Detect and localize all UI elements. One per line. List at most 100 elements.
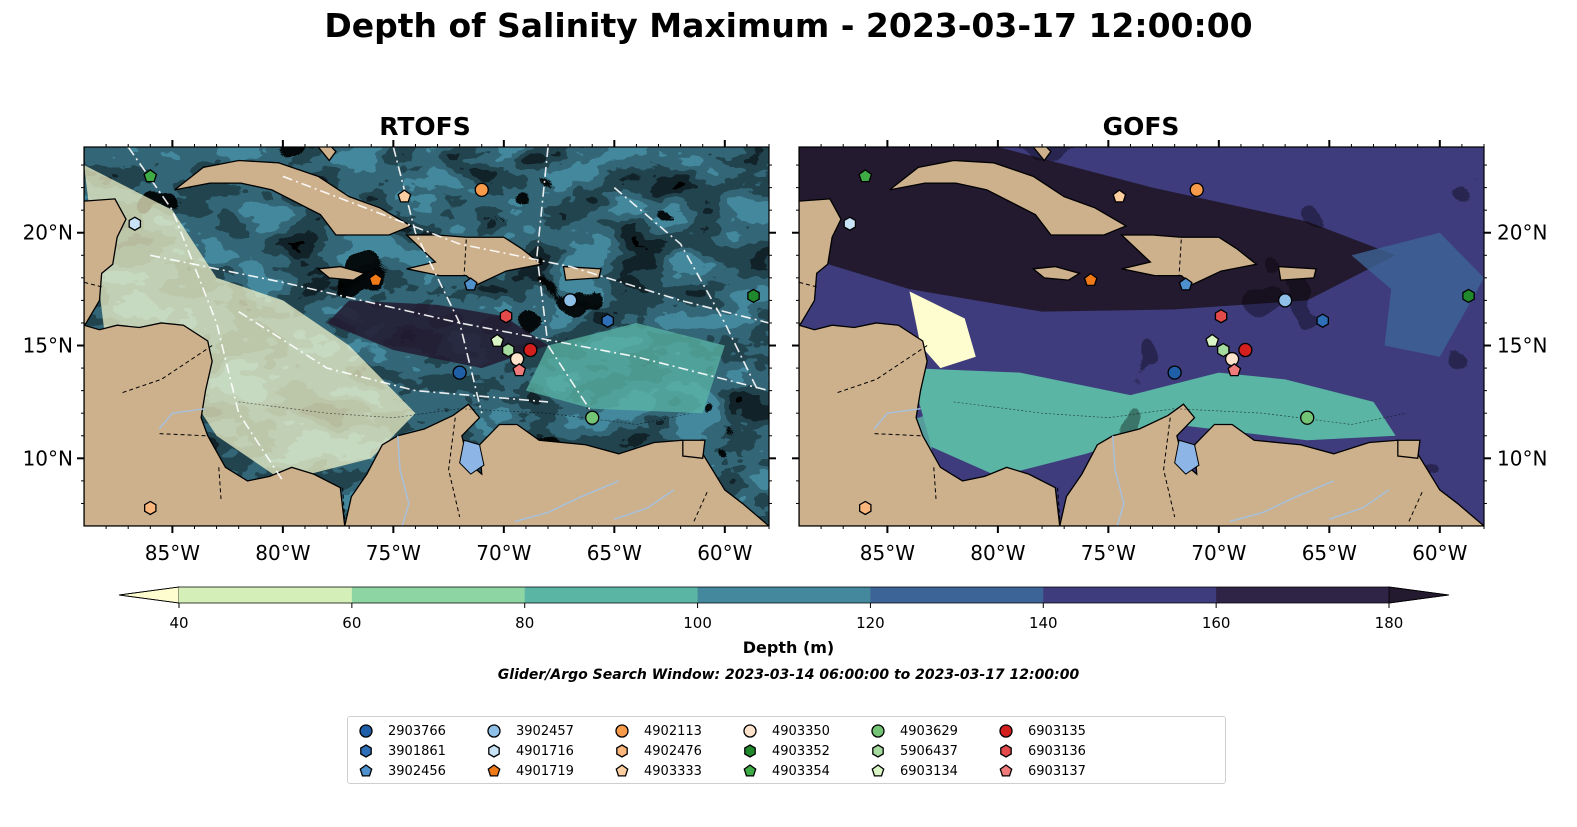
float-marker-6903134 xyxy=(490,333,505,347)
float-marker-4902113 xyxy=(1189,182,1204,198)
colorbar-tick-label: 100 xyxy=(683,614,712,632)
lon-tick-label: 65°W xyxy=(587,541,642,565)
float-marker-6903136 xyxy=(1214,308,1228,324)
legend-marker-icon xyxy=(359,764,373,777)
country-border xyxy=(799,281,817,288)
legend-marker xyxy=(359,764,373,777)
western-shallow-region xyxy=(84,165,416,481)
float-marker-4903354 xyxy=(858,169,873,183)
float-marker-3901861 xyxy=(1316,313,1329,328)
country-border xyxy=(693,491,708,522)
legend-marker xyxy=(872,744,884,758)
legend-item-6903134: 6903134 xyxy=(870,761,998,781)
legend-marker xyxy=(744,744,756,758)
float-marker-4903352 xyxy=(1462,288,1475,304)
legend-label: 4903629 xyxy=(900,723,958,739)
legend-marker xyxy=(1000,744,1012,758)
float-marker-3902457 xyxy=(562,293,578,308)
legend-item-6903137: 6903137 xyxy=(998,761,1126,781)
float-legend: 2903766 3901861 3902456 3902457 4901716 49017… xyxy=(347,716,1226,784)
legend-label: 6903137 xyxy=(1028,763,1086,779)
land-cuba xyxy=(174,159,413,236)
legend-item-4903629: 4903629 xyxy=(870,721,998,741)
lat-tick-label: 15°N xyxy=(23,334,73,358)
legend-item-6903136: 6903136 xyxy=(998,741,1126,761)
legend-label: 4903354 xyxy=(772,763,830,779)
lon-tick-label: 75°W xyxy=(1081,541,1136,565)
legend-label: 4903350 xyxy=(772,723,830,739)
lon-tick-label: 70°W xyxy=(476,541,531,565)
colorbar-segment xyxy=(697,587,871,603)
land-bahamas xyxy=(1032,147,1052,162)
legend-marker xyxy=(487,724,501,738)
float-marker-4901719 xyxy=(368,272,383,287)
search-window-note: Glider/Argo Search Window: 2023-03-14 06… xyxy=(497,667,1080,683)
land-yucatan xyxy=(799,147,842,327)
country-border xyxy=(218,467,222,499)
colorbar-tick-label: 180 xyxy=(1375,614,1404,632)
float-marker-4902113 xyxy=(474,182,489,198)
colorbar-segment xyxy=(870,587,1044,603)
colorbar-label: Depth (m) xyxy=(742,638,835,657)
legend-label: 3902457 xyxy=(516,723,574,739)
legend-item-4901719: 4901719 xyxy=(486,761,614,781)
float-marker-4903629 xyxy=(1300,410,1315,425)
legend-item-4902476: 4902476 xyxy=(614,741,742,761)
panel-title-gofs: GOFS xyxy=(1102,112,1180,141)
land-bahamas xyxy=(317,147,337,162)
colorbar-tick-label: 120 xyxy=(856,614,885,632)
river xyxy=(158,407,206,430)
legend-item-4902113: 4902113 xyxy=(614,721,742,741)
float-marker-5906437 xyxy=(1216,342,1230,358)
river xyxy=(614,489,675,520)
legend-marker xyxy=(487,764,501,777)
country-border xyxy=(1178,239,1182,276)
legend-marker-icon xyxy=(872,744,884,758)
river xyxy=(873,407,921,430)
legend-item-3902457: 3902457 xyxy=(486,721,614,741)
lon-tick-label: 80°W xyxy=(255,541,310,565)
lat-tick-label: 20°N xyxy=(1497,221,1547,245)
legend-label: 3902456 xyxy=(388,763,446,779)
float-marker-4902476 xyxy=(144,500,157,516)
legend-marker-icon xyxy=(744,744,756,758)
legend-marker xyxy=(359,724,373,738)
lon-tick-label: 85°W xyxy=(145,541,200,565)
float-marker-4903333 xyxy=(1112,189,1127,203)
legend-label: 6903134 xyxy=(900,763,958,779)
map-panel-rtofs xyxy=(84,147,769,526)
legend-marker-icon xyxy=(487,724,501,738)
river xyxy=(397,435,410,526)
colorbar-segment xyxy=(1043,587,1217,603)
country-border xyxy=(84,281,102,288)
legend-marker-icon xyxy=(487,764,501,777)
float-marker-3901861 xyxy=(601,313,614,328)
country-border xyxy=(463,239,467,276)
legend-marker xyxy=(615,724,629,738)
colorbar-segment xyxy=(179,587,353,603)
colorbar-over-arrow xyxy=(1388,586,1450,604)
legend-label: 4903333 xyxy=(644,763,702,779)
lon-tick-label: 80°W xyxy=(970,541,1025,565)
country-border xyxy=(933,467,937,499)
glider-track xyxy=(127,147,284,482)
legend-marker xyxy=(999,724,1013,738)
float-marker-4901716 xyxy=(843,216,857,231)
colorbar-segment xyxy=(351,587,526,603)
colorbar-tick-label: 60 xyxy=(342,614,361,632)
legend-item-3902456: 3902456 xyxy=(358,761,486,781)
legend-marker-icon xyxy=(615,724,629,738)
legend-marker-icon xyxy=(743,764,757,777)
lake-maracaibo xyxy=(459,439,485,475)
colorbar-tick-label: 160 xyxy=(1202,614,1231,632)
legend-label: 3901861 xyxy=(388,743,446,759)
lon-tick-label: 70°W xyxy=(1191,541,1246,565)
float-marker-4903629 xyxy=(585,410,600,425)
float-marker-6903135 xyxy=(523,342,538,358)
legend-marker-icon xyxy=(360,744,372,758)
legend-marker-icon xyxy=(359,724,373,738)
legend-item-5906437: 5906437 xyxy=(870,741,998,761)
lon-tick-label: 65°W xyxy=(1302,541,1357,565)
country-border xyxy=(1408,491,1423,522)
